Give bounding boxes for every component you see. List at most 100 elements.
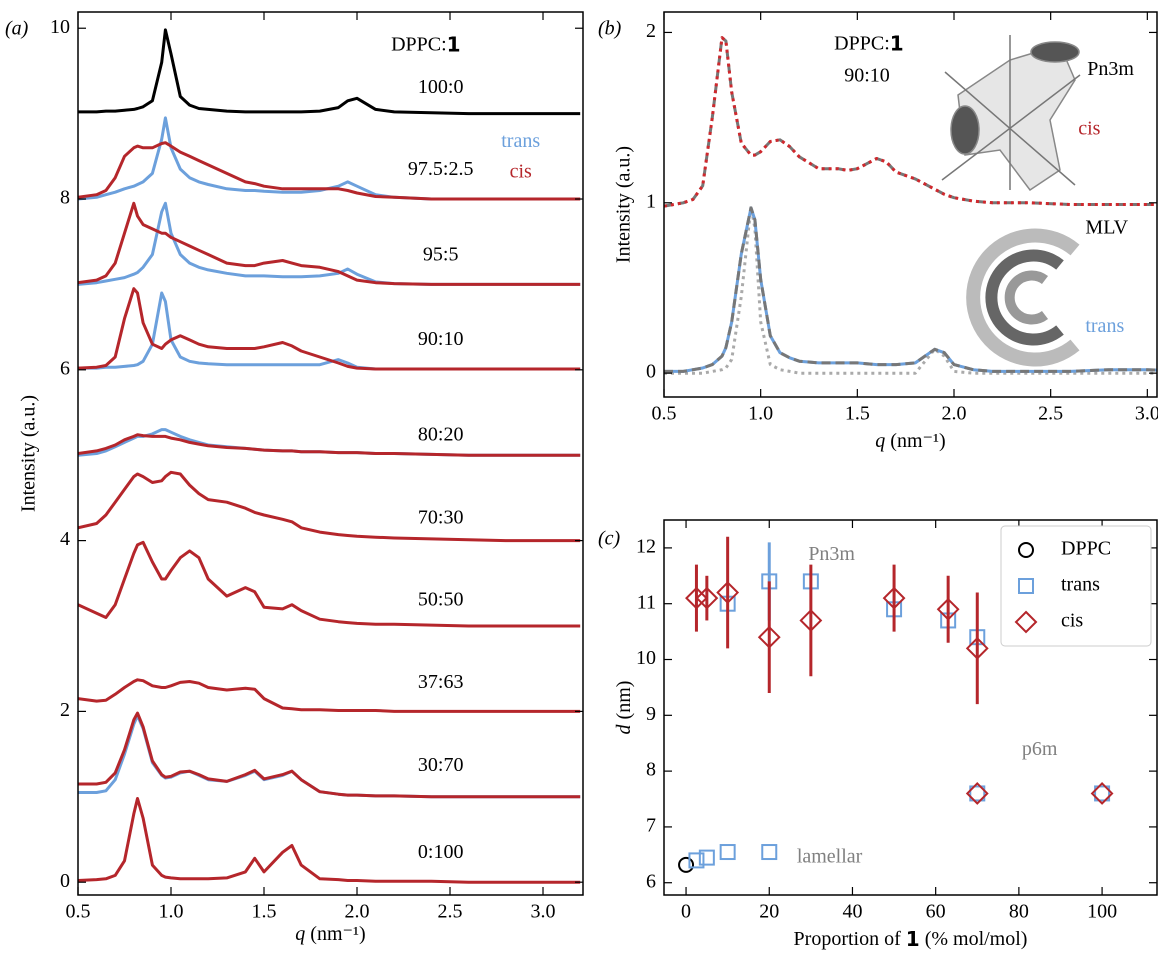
legend-marker (1014, 610, 1038, 634)
x-axis-label-part: 1 (906, 927, 920, 951)
panel-label: (a) (5, 18, 29, 40)
annotation: 0:100 (418, 841, 464, 863)
panel-label: (c) (598, 528, 621, 550)
y-tick-label: 7 (646, 815, 656, 837)
legend-entry: trans (1018, 574, 1100, 596)
x-axis-label-part: q (875, 430, 885, 452)
annotation-text: Pn3m (1087, 58, 1134, 80)
point (1090, 782, 1114, 805)
axes-frame (663, 11, 1158, 398)
series-line (78, 470, 581, 543)
series-line (78, 291, 581, 371)
annotation: p6m (1022, 738, 1058, 760)
point (969, 785, 986, 802)
annotation: 90:10 (418, 328, 464, 350)
axis-arrow (941, 74, 1081, 181)
point (882, 586, 906, 610)
annotation: lamellar (797, 845, 863, 867)
y-axis-label-part: (nm) (613, 681, 635, 725)
series-line (78, 141, 581, 201)
x-tick-label: 0.5 (652, 403, 677, 425)
annotation: 70:30 (418, 506, 464, 528)
x-tick-label: 80 (1009, 901, 1029, 923)
x-tick-label: 2.5 (438, 901, 463, 923)
x-axis-label-part: q (295, 923, 305, 945)
x-tick-label: 0.5 (66, 901, 91, 923)
x-tick-label: 1.5 (252, 901, 277, 923)
annotation: 50:50 (418, 588, 464, 610)
point (757, 625, 781, 649)
y-tick-label: 11 (637, 591, 656, 613)
point (695, 586, 719, 610)
x-axis-label-part: (nm⁻¹) (885, 430, 945, 452)
series-line (78, 678, 581, 713)
plot-area (678, 536, 1114, 873)
plot-area (78, 28, 581, 884)
annotation-text: 0:100 (418, 841, 464, 863)
y-tick-label: 4 (60, 528, 70, 550)
y-tick-label: 10 (50, 16, 70, 38)
annotation-text: 50:50 (418, 588, 464, 610)
x-tick-label: 2.0 (345, 901, 370, 923)
x-tick-label: 60 (926, 901, 946, 923)
legend-box (1000, 525, 1152, 647)
annotation: Pn3m (808, 543, 855, 565)
series-line (78, 287, 581, 371)
annotation: cis (1078, 117, 1100, 139)
legend-marker (1018, 542, 1034, 558)
x-axis-label: q (nm⁻¹) (875, 430, 945, 452)
point (965, 636, 989, 660)
annotation-text: p6m (1022, 738, 1058, 760)
annotation: trans (1085, 315, 1124, 337)
mlv-illustration (966, 228, 1080, 367)
bilayer (966, 228, 1080, 367)
annotation: DPPC:1 (834, 31, 904, 55)
pn3m-illustration (941, 35, 1081, 192)
bilayer (1004, 270, 1049, 325)
annotation: 95:5 (423, 243, 459, 265)
legend-entry: cis (1014, 610, 1083, 634)
y-tick-label: 12 (636, 535, 656, 557)
annotation-text: 70:30 (418, 506, 464, 528)
panel-label: (b) (598, 18, 622, 40)
plot-area (664, 36, 1157, 375)
annotation-text: trans (1085, 315, 1124, 337)
y-tick-label: 6 (60, 357, 70, 379)
y-axis-label: Intensity (a.u.) (613, 146, 635, 263)
annotation-text: 90:10 (844, 64, 890, 86)
annotation-text: 97.5:2.5 (408, 158, 474, 180)
x-axis-label-part: Proportion of (794, 928, 906, 950)
annotation: 80:20 (418, 423, 464, 445)
annotation: DPPC:1 (391, 32, 461, 56)
x-tick-label: 20 (759, 901, 779, 923)
point (936, 597, 960, 621)
x-axis-label-part: (% mol/mol) (920, 928, 1028, 950)
annotation-text: MLV (1085, 216, 1128, 238)
series-line (664, 206, 1157, 373)
y-tick-label: 9 (646, 703, 656, 725)
annotation: 90:10 (844, 64, 890, 86)
series-line (664, 36, 1157, 208)
annotation-text: lamellar (797, 845, 863, 867)
x-tick-label: 1.5 (845, 403, 870, 425)
x-tick-label: 40 (842, 901, 862, 923)
legend-label: cis (1061, 610, 1083, 632)
y-tick-label: 0 (60, 870, 70, 892)
point (678, 856, 695, 873)
annotation-bold: 1 (890, 31, 904, 55)
annotation-text: trans (501, 129, 540, 151)
annotation: Pn3m (1087, 58, 1134, 80)
y-tick-label: 10 (636, 647, 656, 669)
x-tick-label: 100 (1087, 901, 1117, 923)
series-line (78, 28, 581, 116)
point (698, 849, 715, 866)
y-axis-label: d (nm) (613, 681, 635, 735)
annotation-bold: 1 (447, 32, 461, 56)
annotation: cis (510, 160, 532, 182)
y-tick-label: 1 (646, 190, 656, 212)
annotation-text: cis (510, 160, 532, 182)
point (685, 586, 708, 610)
x-tick-label: 1.0 (159, 901, 184, 923)
